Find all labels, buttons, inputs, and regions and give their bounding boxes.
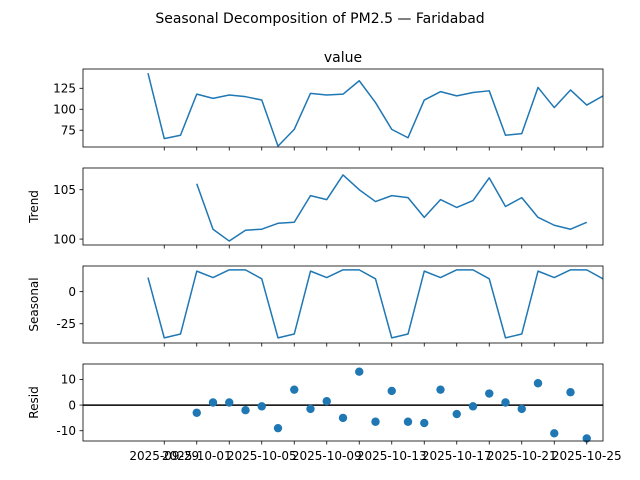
- x-tick-label: 2025-09-29: [129, 449, 199, 463]
- resid-point: [192, 408, 201, 417]
- observed-subtitle: value: [324, 50, 362, 66]
- chart-title: Seasonal Decomposition of PM2.5 — Farida…: [155, 11, 484, 27]
- resid-point: [355, 367, 364, 376]
- resid-point: [468, 402, 478, 411]
- chart-panels: 75 100 125 value 100 105 Trend -25 0 Seasonal -10 0…: [27, 50, 622, 463]
- resid-y-axis-label: Resid: [27, 386, 41, 418]
- resid-point: [387, 386, 396, 396]
- resid-point: [533, 379, 543, 388]
- resid-point: [420, 418, 429, 428]
- resid-point: [338, 413, 348, 423]
- panel-trend: 100 105 Trend: [27, 167, 604, 249]
- seasonal-y-tick-label: 0: [68, 285, 76, 299]
- trend-series-line: [196, 174, 588, 242]
- resid-point: [485, 389, 494, 398]
- trend-y-tick-label: 105: [53, 183, 76, 197]
- resid-point: [371, 417, 380, 426]
- panel-resid: -100102025-09-292025-10-012025-10-052025…: [27, 363, 622, 463]
- resid-point: [273, 423, 283, 433]
- resid-point: [566, 388, 575, 397]
- resid-point: [436, 385, 445, 394]
- resid-point: [501, 398, 510, 407]
- resid-point: [322, 397, 331, 406]
- seasonal-y-axis-label: Seasonal: [27, 277, 41, 331]
- resid-point: [403, 417, 413, 426]
- x-tick-label: 2025-10-21: [487, 449, 557, 463]
- seasonal-axes-frame: [82, 265, 604, 344]
- observed-y-tick-label: 75: [61, 124, 76, 138]
- trend-y-axis-label: Trend: [27, 190, 41, 224]
- x-tick-label: 2025-10-09: [292, 449, 362, 463]
- observed-y-tick-label: 125: [53, 82, 76, 96]
- observed-y-tick-label: 100: [53, 103, 76, 117]
- x-tick-label: 2025-10-13: [357, 449, 427, 463]
- resid-axes-frame: [82, 363, 604, 442]
- trend-axes-frame: [82, 167, 604, 246]
- trend-y-tick-label: 100: [53, 232, 76, 246]
- x-tick-label: 2025-10-05: [227, 449, 297, 463]
- resid-point: [208, 398, 218, 407]
- resid-point: [241, 406, 250, 415]
- resid-point: [225, 398, 234, 407]
- x-tick-label: 2025-10-01: [162, 449, 232, 463]
- panel-seasonal: -25 0 Seasonal: [27, 265, 604, 347]
- resid-point: [582, 434, 591, 443]
- resid-point: [306, 404, 315, 414]
- x-tick-label: 2025-10-25: [552, 449, 622, 463]
- resid-point: [517, 404, 526, 414]
- resid-point: [452, 409, 461, 419]
- x-tick-label: 2025-10-17: [422, 449, 492, 463]
- resid-point: [257, 402, 266, 411]
- observed-series-line: [147, 73, 603, 147]
- resid-point: [550, 429, 559, 438]
- resid-y-tick-label: 10: [61, 373, 76, 387]
- observed-axes-frame: [82, 68, 604, 148]
- resid-y-tick-label: 0: [68, 398, 76, 412]
- resid-point: [290, 385, 299, 394]
- panel-observed: 75 100 125 value: [53, 50, 604, 151]
- seasonal-series-line: [147, 269, 603, 339]
- seasonal-y-tick-label: -25: [56, 317, 76, 331]
- resid-y-tick-label: -10: [56, 424, 76, 438]
